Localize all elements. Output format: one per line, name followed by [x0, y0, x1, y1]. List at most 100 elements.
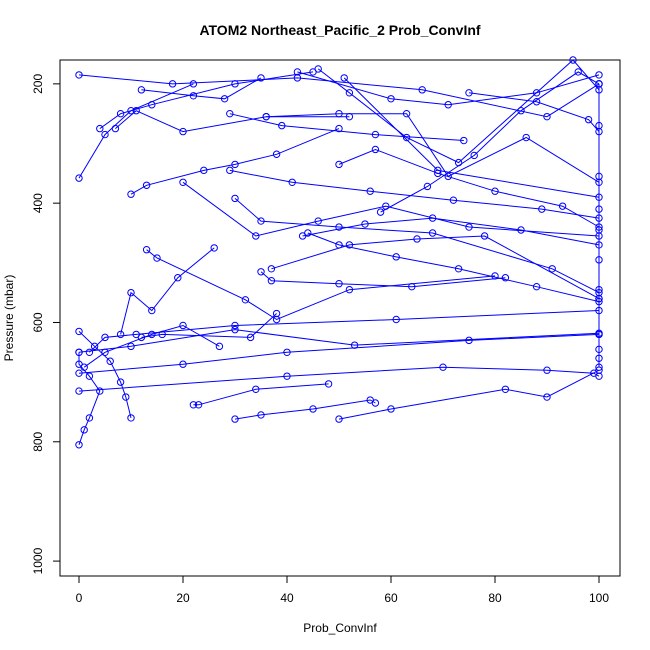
- x-tick-label: 100: [589, 591, 609, 605]
- data-point: [314, 65, 322, 73]
- data-point: [148, 330, 156, 339]
- series-7: [80, 321, 224, 371]
- data-point: [231, 194, 239, 203]
- series-35: [595, 80, 603, 371]
- data-point: [574, 68, 582, 76]
- y-tick-label: 600: [31, 312, 45, 332]
- data-point: [345, 285, 354, 294]
- data-point: [392, 315, 400, 324]
- series-19: [179, 178, 603, 240]
- data-point: [101, 130, 109, 139]
- series-line: [146, 249, 496, 321]
- data-point: [543, 112, 551, 121]
- series-line: [182, 181, 600, 237]
- data-point: [345, 89, 354, 97]
- series-14: [257, 268, 510, 291]
- data-point: [241, 296, 250, 304]
- data-point: [335, 279, 343, 288]
- data-point: [501, 385, 510, 393]
- x-tick-label: 80: [488, 591, 502, 605]
- series-1: [75, 348, 104, 449]
- data-point: [116, 109, 125, 118]
- data-point: [267, 277, 276, 285]
- data-point: [267, 265, 276, 273]
- data-point: [252, 385, 260, 393]
- data-point: [595, 294, 603, 303]
- data-point: [595, 121, 603, 130]
- data-point: [335, 124, 343, 133]
- y-tick-label: 1000: [31, 547, 45, 574]
- series-23: [75, 80, 198, 182]
- data-point: [210, 244, 218, 252]
- data-point: [460, 136, 468, 145]
- data-point: [361, 220, 369, 228]
- data-point: [465, 336, 473, 345]
- data-point: [293, 68, 302, 76]
- series-12: [116, 244, 218, 339]
- data-point: [75, 348, 83, 357]
- data-point: [75, 387, 83, 395]
- data-point: [418, 86, 426, 94]
- data-point: [137, 333, 146, 342]
- data-point: [132, 107, 140, 115]
- data-point: [408, 282, 416, 291]
- data-point: [584, 115, 593, 124]
- data-point: [480, 232, 489, 240]
- series-line: [338, 369, 600, 420]
- series-line: [78, 366, 600, 392]
- data-point: [371, 399, 380, 407]
- series-line: [234, 198, 600, 294]
- data-point: [179, 321, 187, 330]
- data-point: [189, 80, 198, 88]
- data-point: [345, 241, 354, 249]
- series-line: [338, 148, 600, 228]
- data-point: [122, 393, 130, 401]
- data-point: [215, 342, 224, 351]
- data-point: [532, 98, 541, 106]
- data-point: [335, 241, 343, 249]
- data-point: [454, 265, 463, 273]
- series-line: [120, 247, 215, 335]
- series-6: [75, 363, 603, 395]
- data-point: [595, 71, 603, 79]
- data-point: [595, 80, 603, 88]
- y-tick-label: 400: [31, 193, 45, 213]
- data-point: [413, 235, 421, 243]
- data-point: [153, 254, 161, 262]
- series-line: [307, 232, 600, 303]
- data-point: [522, 133, 530, 142]
- data-point: [595, 345, 603, 354]
- data-point: [340, 74, 348, 82]
- data-point: [444, 101, 452, 109]
- series-line: [83, 324, 220, 368]
- series-line: [468, 92, 600, 132]
- data-point: [194, 401, 203, 409]
- series-16: [304, 229, 603, 306]
- data-point: [80, 426, 88, 434]
- series-line: [193, 383, 329, 406]
- series-line: [317, 59, 600, 164]
- data-point: [335, 160, 343, 169]
- data-point: [226, 166, 234, 175]
- series-line: [297, 71, 600, 106]
- data-point: [127, 414, 135, 422]
- series-31: [293, 68, 603, 109]
- data-point: [283, 348, 291, 357]
- data-point: [262, 112, 270, 121]
- series-11: [137, 309, 281, 342]
- data-point: [106, 357, 114, 365]
- plot-frame: [59, 59, 621, 577]
- series-28: [376, 68, 603, 216]
- series-line: [78, 83, 194, 179]
- data-point: [142, 181, 151, 189]
- data-point: [309, 405, 317, 413]
- data-point: [148, 306, 156, 315]
- data-point: [402, 109, 411, 118]
- data-point: [137, 86, 146, 94]
- data-point: [246, 333, 255, 342]
- chart-title: ATOM2 Northeast_Pacific_2 Prob_ConvInf: [199, 22, 480, 38]
- data-point: [569, 56, 577, 64]
- data-point: [501, 274, 510, 282]
- series-15: [267, 232, 603, 303]
